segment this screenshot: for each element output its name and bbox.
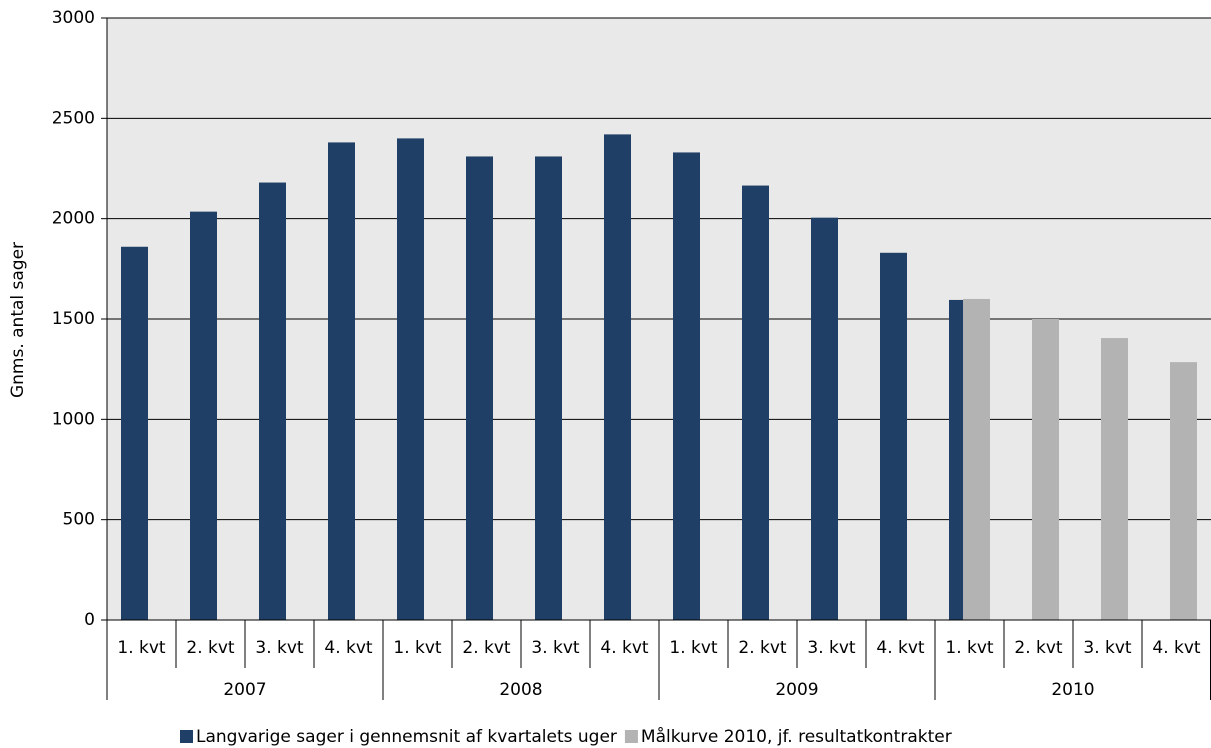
group-label: 2007	[223, 680, 266, 700]
y-tick-label: 0	[84, 610, 95, 630]
x-tick-label: 4. kvt	[1152, 638, 1201, 658]
bar	[811, 217, 838, 620]
bar	[1170, 362, 1197, 620]
y-tick-label: 1000	[52, 409, 95, 429]
x-tick-label: 4. kvt	[876, 638, 925, 658]
x-tick-label: 1. kvt	[117, 638, 166, 658]
x-tick-label: 3. kvt	[1083, 638, 1132, 658]
group-label: 2009	[775, 680, 818, 700]
x-tick-label: 1. kvt	[393, 638, 442, 658]
x-tick-label: 4. kvt	[600, 638, 649, 658]
x-tick-label: 4. kvt	[324, 638, 373, 658]
bar	[466, 156, 493, 620]
x-tick-label: 2. kvt	[462, 638, 511, 658]
y-axis-label: Gnms. antal sager	[8, 242, 28, 398]
bar	[397, 138, 424, 620]
bar	[963, 298, 990, 620]
legend-swatch	[624, 730, 638, 743]
bar	[742, 185, 769, 620]
bar	[1032, 319, 1059, 620]
x-tick-label: 2. kvt	[186, 638, 235, 658]
bar	[1101, 338, 1128, 620]
bar	[880, 252, 907, 620]
x-tick-label: 3. kvt	[807, 638, 856, 658]
y-tick-label: 2000	[52, 209, 95, 229]
x-tick-label: 3. kvt	[531, 638, 580, 658]
bar	[259, 182, 286, 620]
bar	[121, 246, 148, 620]
x-tick-label: 1. kvt	[945, 638, 994, 658]
x-tick-label: 2. kvt	[1014, 638, 1063, 658]
y-tick-label: 3000	[52, 8, 95, 28]
bar	[328, 142, 355, 620]
y-tick-label: 2500	[52, 108, 95, 128]
legend-label: Målkurve 2010, jf. resultatkontrakter	[641, 726, 952, 747]
bar	[535, 156, 562, 620]
y-tick-label: 1500	[52, 309, 95, 329]
bar	[673, 152, 700, 621]
x-tick-label: 2. kvt	[738, 638, 787, 658]
x-tick-label: 1. kvt	[669, 638, 718, 658]
bar	[604, 134, 631, 621]
legend-label: Langvarige sager i gennemsnit af kvartal…	[196, 727, 617, 747]
group-label: 2008	[499, 680, 542, 700]
legend-swatch	[180, 730, 193, 743]
bar	[190, 211, 217, 621]
x-tick-label: 3. kvt	[255, 638, 304, 658]
group-label: 2010	[1051, 680, 1094, 700]
y-tick-label: 500	[63, 510, 95, 530]
